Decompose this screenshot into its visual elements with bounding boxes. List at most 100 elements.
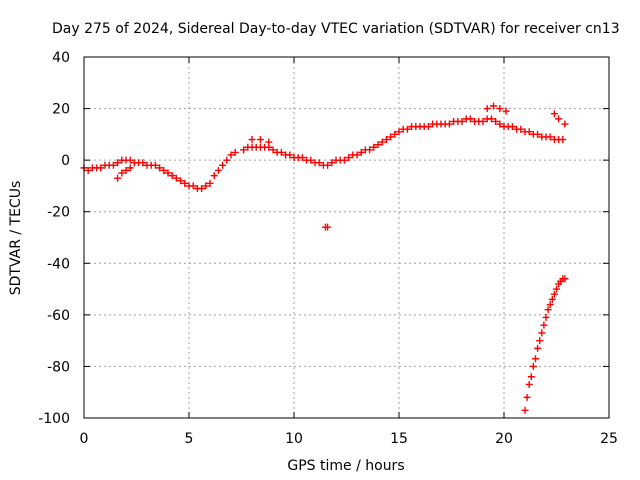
data-point	[553, 285, 560, 293]
data-point	[118, 169, 126, 177]
data-point	[223, 156, 231, 164]
data-point	[286, 151, 294, 159]
data-point	[445, 120, 453, 128]
data-point	[370, 143, 378, 151]
data-point	[219, 161, 227, 169]
y-tick-label: -60	[47, 308, 70, 324]
data-point	[561, 275, 569, 283]
data-point	[160, 166, 168, 174]
data-point	[479, 117, 487, 125]
data-point	[559, 136, 567, 144]
data-point	[374, 141, 382, 149]
data-point	[403, 125, 411, 133]
y-tick-label: -40	[47, 256, 70, 272]
data-point	[315, 159, 323, 167]
data-point	[256, 136, 264, 144]
data-point	[198, 185, 206, 193]
axis-ticks	[83, 56, 610, 419]
chart-title: Day 275 of 2024, Sidereal Day-to-day VTE…	[52, 21, 620, 37]
data-point	[324, 161, 332, 169]
data-point	[492, 117, 500, 125]
y-tick-label: -80	[47, 359, 70, 375]
data-point	[508, 123, 516, 131]
x-tick-label: 25	[600, 431, 618, 447]
data-point	[231, 148, 239, 156]
data-point	[277, 148, 285, 156]
data-point	[109, 161, 117, 169]
x-tick-label: 20	[495, 431, 513, 447]
plot-frame	[83, 56, 610, 419]
y-tick-label: 20	[52, 102, 70, 118]
data-point	[206, 179, 214, 187]
series-sdtvar-descending-arc	[521, 275, 569, 414]
data-point	[189, 182, 197, 190]
data-point	[502, 107, 510, 115]
data-point	[496, 120, 504, 128]
data-point	[540, 321, 548, 329]
data-point	[387, 133, 395, 141]
data-point	[561, 120, 569, 128]
data-point	[366, 146, 374, 154]
data-point	[483, 105, 491, 113]
data-point	[538, 329, 546, 337]
data-point	[298, 154, 306, 162]
data-point	[265, 138, 273, 146]
data-point	[126, 164, 134, 172]
data-point	[126, 156, 134, 164]
data-point	[525, 380, 533, 388]
data-point	[555, 115, 563, 123]
data-point	[532, 355, 539, 363]
x-tick-label: 5	[185, 431, 194, 447]
data-point	[542, 313, 550, 321]
data-point	[458, 117, 466, 125]
grid-lines	[84, 57, 609, 418]
data-point	[156, 164, 164, 172]
data-point	[496, 105, 504, 113]
data-point	[139, 159, 147, 167]
data-point	[395, 128, 403, 136]
data-point	[97, 164, 105, 172]
data-point	[328, 159, 336, 167]
x-tick-label: 0	[80, 431, 89, 447]
data-point	[114, 174, 122, 182]
x-tick-label: 15	[390, 431, 408, 447]
x-tick-label: 10	[285, 431, 303, 447]
data-point	[269, 146, 277, 154]
data-point	[523, 393, 531, 401]
data-point	[490, 102, 497, 110]
data-point	[122, 166, 130, 174]
data-point	[517, 125, 525, 133]
data-point	[534, 344, 542, 352]
data-point	[527, 373, 535, 381]
data-point	[177, 177, 185, 185]
data-point	[382, 136, 390, 144]
data-point	[546, 301, 554, 309]
data-point	[466, 115, 474, 123]
x-axis-label: GPS time / hours	[287, 458, 404, 474]
series-sdtvar-main-band	[80, 115, 567, 193]
data-points	[80, 102, 569, 414]
y-tick-label: -100	[38, 411, 70, 427]
data-point	[172, 174, 180, 182]
data-point	[227, 151, 235, 159]
data-point	[534, 130, 542, 138]
data-point	[248, 136, 256, 144]
data-point	[353, 151, 361, 159]
data-point	[525, 128, 533, 136]
data-point	[324, 223, 332, 231]
data-point	[536, 337, 544, 345]
y-tick-label: -20	[47, 205, 70, 221]
y-tick-labels: -100 -80 -60 -40 -20 0 20 40	[38, 50, 70, 427]
data-point	[240, 146, 248, 154]
data-point	[84, 166, 92, 174]
data-point	[391, 130, 399, 138]
data-point	[210, 172, 218, 180]
data-point	[164, 169, 172, 177]
series-sdtvar-short-arcs	[114, 102, 569, 231]
data-point	[487, 115, 495, 123]
data-point	[357, 148, 365, 156]
data-point	[378, 138, 386, 146]
data-point	[546, 133, 554, 141]
data-point	[168, 172, 176, 180]
